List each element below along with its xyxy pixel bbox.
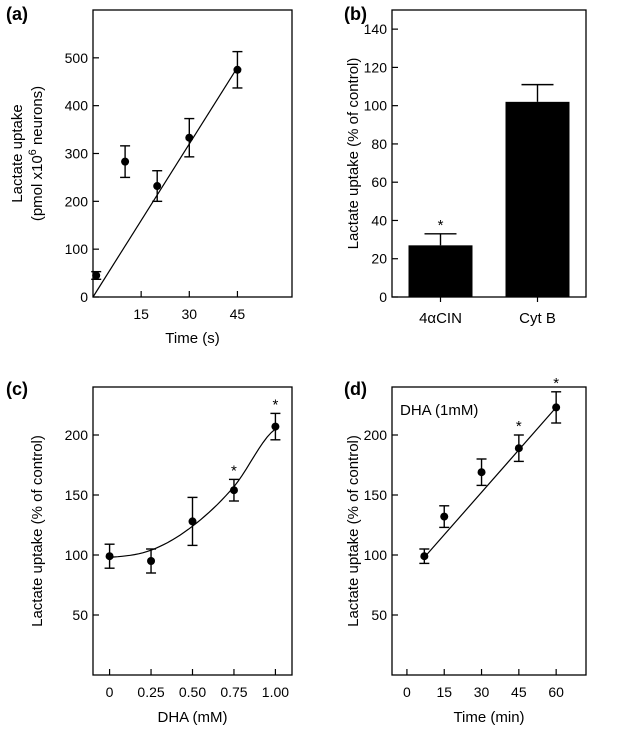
data-point-marker <box>185 133 194 142</box>
y-tick-label: 100 <box>65 241 89 257</box>
panel-label: (b) <box>344 4 367 24</box>
panel-label: (c) <box>6 379 28 399</box>
y-tick-label: 50 <box>371 607 387 623</box>
data-point-marker <box>121 157 130 166</box>
y-tick-label: 0 <box>80 289 88 305</box>
panel-d: 50 100 150 200 0 15 30 45 60 (d) DHA (1mM) Time (mi… <box>344 375 587 726</box>
y-tick-label: 200 <box>65 427 89 443</box>
data-point-marker <box>420 552 429 561</box>
y-tick-label: 80 <box>371 136 387 152</box>
x-tick-label: 15 <box>133 306 149 322</box>
data-point <box>551 391 562 424</box>
y-tick-label: 100 <box>364 98 388 114</box>
x-axis-label: Time (s) <box>165 330 219 347</box>
panel-label: (d) <box>344 379 367 399</box>
panel-a-frame <box>92 9 293 298</box>
data-point <box>419 548 430 565</box>
data-point <box>270 412 281 441</box>
data-point <box>513 434 524 463</box>
x-tick-label: 15 <box>436 684 452 700</box>
panel-label: (a) <box>6 4 28 24</box>
significance-marker: * <box>231 462 237 479</box>
panel-a: 0 100 200 300 400 500 15 30 45 (a) Time (s) Lactate… <box>6 4 293 347</box>
y-tick-label: 100 <box>65 547 89 563</box>
y-tick-label: 0 <box>379 289 387 305</box>
y-tick-label: 150 <box>65 487 89 503</box>
x-tick-label: 0.75 <box>220 684 247 700</box>
panel-d-frame <box>391 386 587 676</box>
y-axis-label-units: (pmol x106 neurons) <box>27 86 46 221</box>
bar <box>408 245 473 297</box>
data-point <box>152 170 163 203</box>
y-tick-label: 100 <box>364 547 388 563</box>
bar-group: * 4αCIN <box>408 217 473 327</box>
data-point <box>187 496 198 547</box>
category-label: Cyt B <box>519 310 556 327</box>
y-axis-label: Lactate uptake (% of control) <box>345 435 362 627</box>
data-point <box>146 548 157 574</box>
significance-marker: * <box>516 418 522 435</box>
condition-annotation: DHA (1mM) <box>400 402 478 419</box>
bar-group: Cyt B <box>505 83 570 327</box>
data-point <box>120 145 131 179</box>
x-axis-label: DHA (mM) <box>158 709 228 726</box>
data-point-marker <box>153 182 162 191</box>
data-point-marker <box>188 517 197 526</box>
data-point-marker <box>105 552 114 561</box>
data-point-marker <box>477 468 486 477</box>
data-point-marker <box>233 65 242 74</box>
panel-b: 0 20 40 60 80 100 120 140(b) Lactate uptake (% o… <box>344 4 587 327</box>
data-point <box>232 50 243 89</box>
data-point-marker <box>147 557 156 565</box>
y-axis-label: Lactate uptake (% of control) <box>345 58 362 250</box>
panel-b-frame <box>391 9 587 298</box>
y-tick-label: 20 <box>371 251 387 267</box>
y-tick-label: 150 <box>364 487 388 503</box>
significance-marker: * <box>553 375 559 392</box>
fit-line <box>92 67 238 298</box>
x-tick-label: 1.00 <box>262 684 289 700</box>
x-tick-label: 45 <box>230 306 246 322</box>
data-point-marker <box>440 512 449 521</box>
significance-marker: * <box>438 217 444 234</box>
y-tick-label: 60 <box>371 174 387 190</box>
y-tick-label: 500 <box>65 50 89 66</box>
y-tick-label: 140 <box>364 21 388 37</box>
data-point <box>91 270 102 281</box>
x-tick-label: 60 <box>548 684 564 700</box>
y-tick-label: 40 <box>371 212 387 228</box>
y-axis-label: Lactate uptake (% of control) <box>29 435 46 627</box>
data-point-marker <box>271 422 280 431</box>
y-tick-label: 200 <box>65 193 89 209</box>
data-point-marker <box>229 486 238 495</box>
bar <box>505 101 570 297</box>
y-tick-label: 200 <box>364 427 388 443</box>
x-tick-label: 30 <box>182 306 198 322</box>
x-tick-label: 0.25 <box>137 684 164 700</box>
data-point-marker <box>514 444 523 453</box>
category-label: 4αCIN <box>419 310 462 327</box>
x-tick-label: 45 <box>511 684 527 700</box>
y-tick-label: 50 <box>72 607 88 623</box>
x-tick-label: 0 <box>403 684 411 700</box>
panel-c: 50 100 150 200 0 0.25 0.50 0.75 1.00 (c) DHA (mM) L… <box>6 379 293 726</box>
y-tick-label: 300 <box>65 146 89 162</box>
data-point <box>439 505 450 529</box>
x-tick-label: 0.50 <box>179 684 206 700</box>
fit-line <box>423 407 557 558</box>
data-point-marker <box>92 271 101 280</box>
y-tick-label: 120 <box>364 59 388 75</box>
data-point <box>476 458 487 487</box>
y-tick-label: 400 <box>65 98 89 114</box>
x-axis-label: Time (min) <box>453 709 524 726</box>
data-point-marker <box>552 403 561 412</box>
y-axis-label: Lactate uptake <box>9 104 26 202</box>
x-tick-label: 30 <box>474 684 490 700</box>
significance-marker: * <box>272 396 278 413</box>
data-point <box>104 543 115 569</box>
x-tick-label: 0 <box>106 684 114 700</box>
data-point <box>228 478 239 502</box>
data-point <box>184 117 195 158</box>
